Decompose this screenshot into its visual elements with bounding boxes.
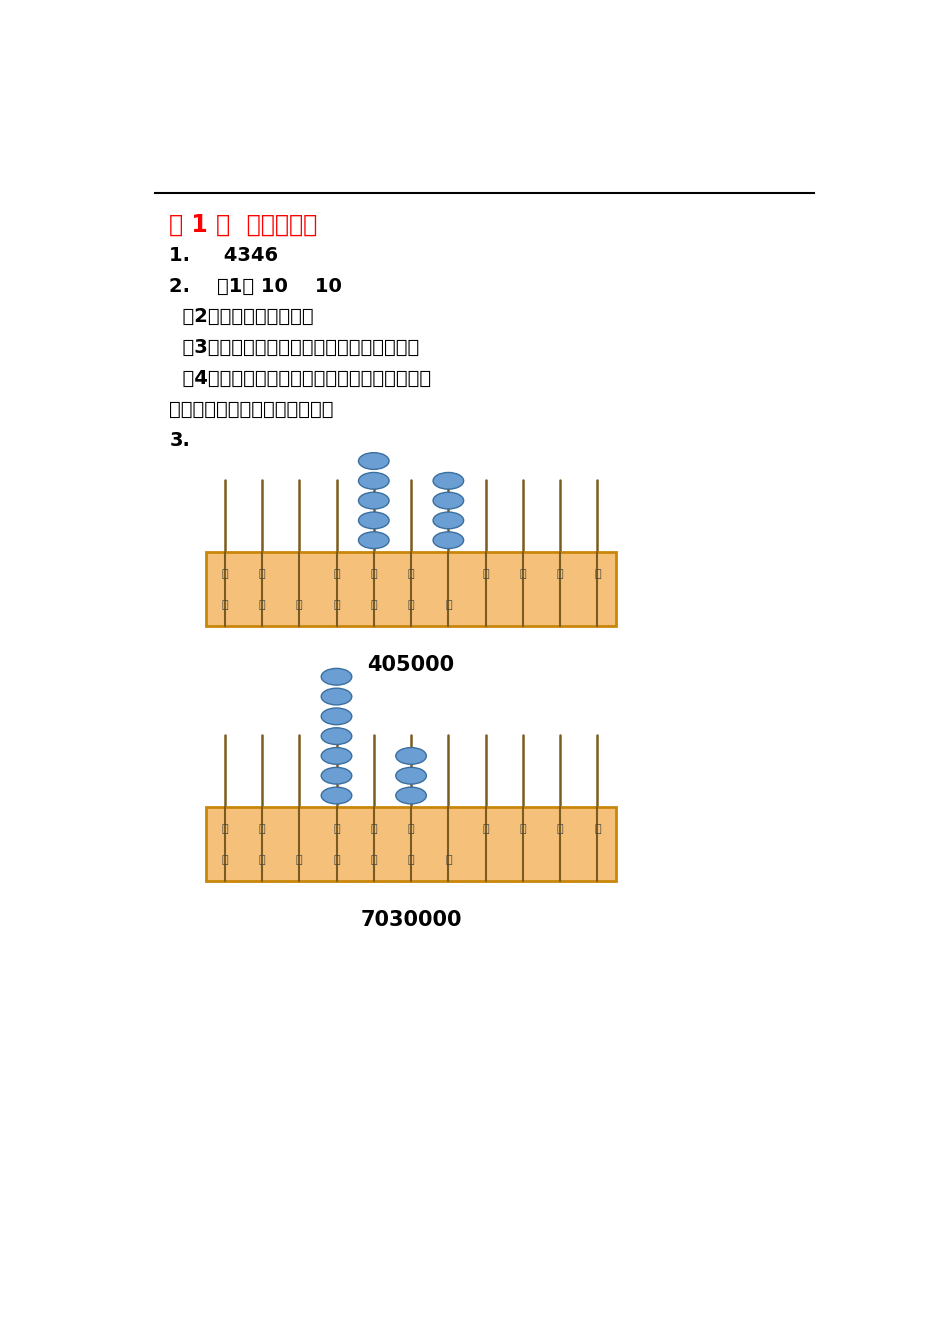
Ellipse shape [358, 532, 389, 548]
Text: 五万零二；五万零三；五万零四: 五万零二；五万零三；五万零四 [169, 400, 333, 418]
Ellipse shape [321, 689, 351, 705]
Ellipse shape [396, 747, 426, 765]
Text: 7030000: 7030000 [360, 910, 462, 931]
Text: （2）八万；九万；十万: （2）八万；九万；十万 [169, 308, 313, 326]
Text: 百: 百 [221, 824, 228, 834]
Text: 百: 百 [519, 568, 526, 579]
Ellipse shape [321, 709, 351, 725]
Text: 十: 十 [407, 824, 414, 834]
Text: 亿: 亿 [221, 856, 228, 865]
Text: 十: 十 [259, 568, 265, 579]
Bar [206, 808, 615, 881]
Text: 405000: 405000 [367, 655, 454, 675]
Ellipse shape [432, 472, 464, 489]
Text: 十: 十 [556, 824, 563, 834]
Text: 万: 万 [407, 600, 414, 610]
Text: 百: 百 [370, 824, 377, 834]
Text: （4）四万九千九百九十九；五万；五万零一；: （4）四万九千九百九十九；五万；五万零一； [169, 369, 431, 388]
Ellipse shape [358, 472, 389, 489]
Ellipse shape [358, 492, 389, 509]
Text: 万: 万 [333, 600, 340, 610]
Ellipse shape [321, 747, 351, 765]
Text: 1.     4346: 1. 4346 [169, 246, 278, 265]
Text: 亿: 亿 [221, 600, 228, 610]
Text: 万: 万 [333, 856, 340, 865]
Ellipse shape [432, 532, 464, 548]
Ellipse shape [358, 453, 389, 469]
Ellipse shape [396, 787, 426, 804]
Bar [206, 552, 615, 626]
Ellipse shape [321, 668, 351, 685]
Text: 个: 个 [594, 568, 600, 579]
Text: 百: 百 [519, 824, 526, 834]
Text: 千: 千 [481, 824, 488, 834]
Text: 百: 百 [221, 568, 228, 579]
Text: 3.: 3. [169, 431, 190, 451]
Text: 亿: 亿 [295, 856, 302, 865]
Text: 亿: 亿 [295, 600, 302, 610]
Text: 亿: 亿 [259, 856, 265, 865]
Ellipse shape [321, 767, 351, 783]
Text: 万: 万 [445, 600, 451, 610]
Text: 第 1 页  《数一数》: 第 1 页 《数一数》 [169, 213, 317, 237]
Text: 十: 十 [556, 568, 563, 579]
Text: （3）九万七千；九万八千；九万九千；十万: （3）九万七千；九万八千；九万九千；十万 [169, 338, 419, 357]
Text: 2.    （1） 10    10: 2. （1） 10 10 [169, 277, 342, 295]
Text: 万: 万 [445, 856, 451, 865]
Ellipse shape [396, 767, 426, 783]
Text: 千: 千 [481, 568, 488, 579]
Text: 万: 万 [407, 856, 414, 865]
Ellipse shape [358, 512, 389, 528]
Ellipse shape [432, 512, 464, 528]
Text: 千: 千 [333, 824, 340, 834]
Ellipse shape [321, 727, 351, 745]
Text: 万: 万 [370, 856, 377, 865]
Text: 十: 十 [259, 824, 265, 834]
Text: 个: 个 [594, 824, 600, 834]
Text: 十: 十 [407, 568, 414, 579]
Text: 千: 千 [333, 568, 340, 579]
Text: 万: 万 [370, 600, 377, 610]
Ellipse shape [321, 787, 351, 804]
Ellipse shape [432, 492, 464, 509]
Text: 亿: 亿 [259, 600, 265, 610]
Text: 百: 百 [370, 568, 377, 579]
